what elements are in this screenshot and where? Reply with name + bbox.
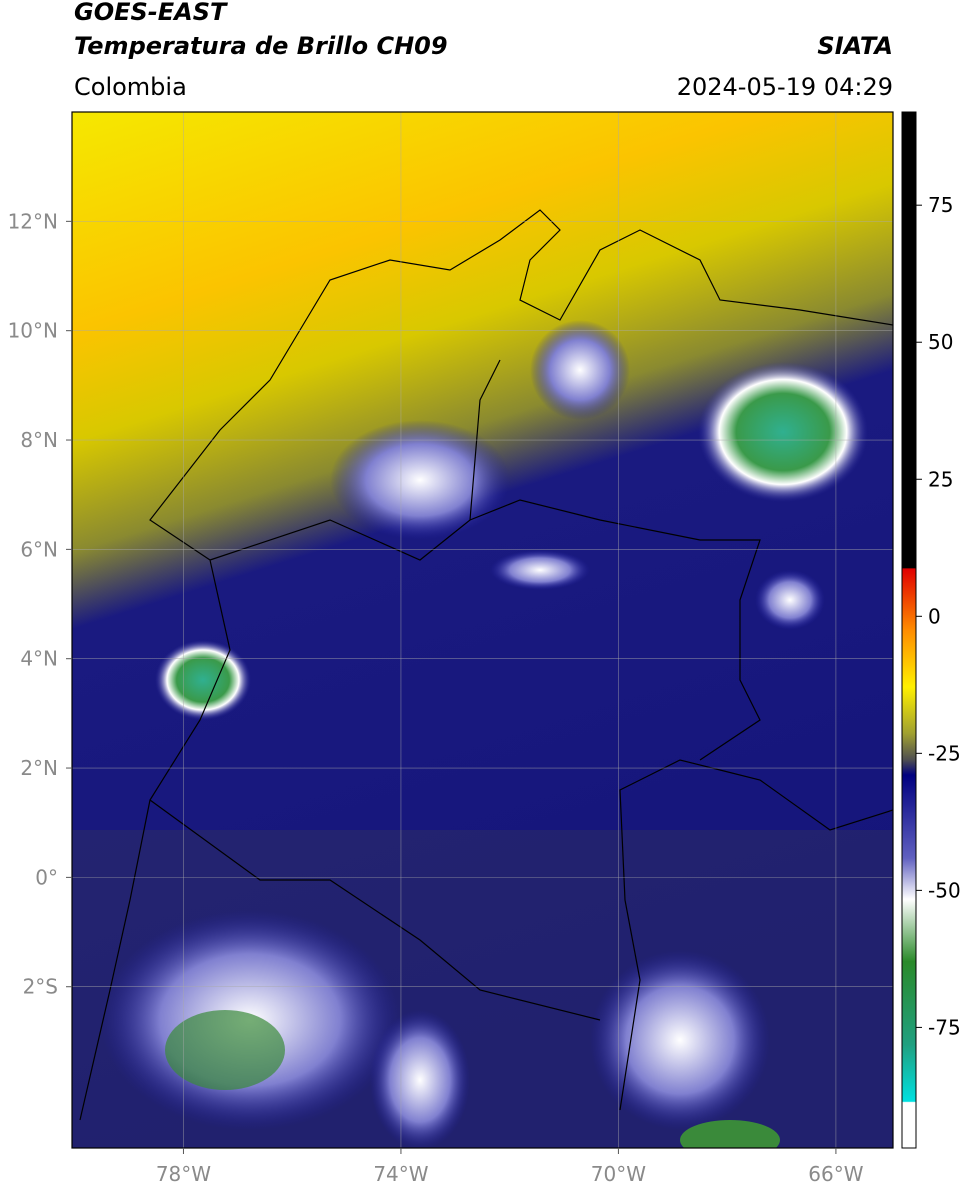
lat-tick-label: 4°N: [20, 647, 58, 671]
lat-tick-label: 2°N: [20, 756, 58, 780]
colorbar-tick-label: -50: [928, 878, 961, 902]
colorbar-tick-label: 25: [928, 467, 953, 491]
colorbar: [901, 111, 917, 1149]
colorbar-tick-label: 75: [928, 193, 953, 217]
colorbar-tick-label: 0: [928, 604, 941, 628]
colorbar-tick-label: 50: [928, 330, 953, 354]
lat-tick-label: 12°N: [8, 209, 58, 233]
lon-tick-label: 78°W: [156, 1162, 211, 1186]
title: GOES-EAST: [74, 0, 228, 26]
lon-tick-label: 66°W: [808, 1162, 863, 1186]
lat-tick-label: 0°: [35, 865, 58, 889]
datetime: 2024-05-19 04:29: [677, 73, 893, 101]
map-frame: [71, 111, 894, 1149]
subtitle: Temperatura de Brillo CH09: [74, 32, 448, 60]
lat-tick-label: 10°N: [8, 319, 58, 343]
lon-tick-label: 74°W: [373, 1162, 428, 1186]
region: Colombia: [74, 73, 187, 101]
lat-tick-label: 6°N: [20, 537, 58, 561]
lon-tick-label: 70°W: [591, 1162, 646, 1186]
colorbar-tick-label: -25: [928, 741, 961, 765]
graticule: [72, 112, 893, 1148]
lat-tick-label: 2°S: [23, 975, 58, 999]
source: SIATA: [817, 32, 893, 60]
satellite-image: [72, 112, 893, 1148]
colorbar-tick-label: -75: [928, 1015, 961, 1039]
lat-tick-label: 8°N: [20, 428, 58, 452]
